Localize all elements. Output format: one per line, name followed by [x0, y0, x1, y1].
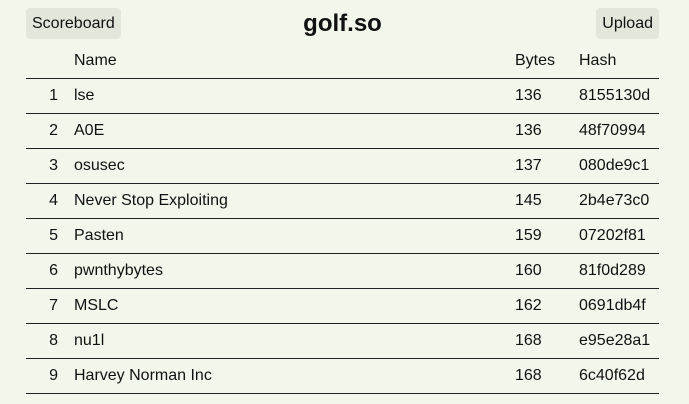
upload-button[interactable]: Upload: [596, 8, 659, 39]
bytes-cell: 160: [515, 253, 579, 289]
table-row: 9 Harvey Norman Inc 168 6c40f62d: [26, 358, 659, 394]
table-row: 4 Never Stop Exploiting 145 2b4e73c0: [26, 183, 659, 219]
table-row: 1 lse 136 8155130d: [26, 78, 659, 114]
name-cell: A0E: [74, 113, 515, 149]
table-header-row: Name Bytes Hash: [26, 43, 659, 79]
table-row: 7 MSLC 162 0691db4f: [26, 288, 659, 324]
hash-cell: 0691db4f: [579, 288, 659, 324]
page-title: golf.so: [303, 10, 382, 37]
rank-cell: 1: [26, 78, 74, 114]
bytes-cell: 168: [515, 323, 579, 359]
column-header-name: Name: [74, 43, 515, 79]
rank-cell: 3: [26, 148, 74, 184]
name-cell: Pasten: [74, 218, 515, 254]
hash-cell: 81f0d289: [579, 253, 659, 289]
hash-cell: 07202f81: [579, 218, 659, 254]
header: Scoreboard golf.so Upload: [26, 8, 659, 39]
table-row: 3 osusec 137 080de9c1: [26, 148, 659, 184]
name-cell: nu1l: [74, 323, 515, 359]
table-row: 6 pwnthybytes 160 81f0d289: [26, 253, 659, 289]
bytes-cell: 168: [515, 358, 579, 394]
column-header-hash: Hash: [579, 43, 659, 79]
rank-cell: 9: [26, 358, 74, 394]
table-row: 2 A0E 136 48f70994: [26, 113, 659, 149]
hash-cell: 48f70994: [579, 113, 659, 149]
bytes-cell: 162: [515, 288, 579, 324]
hash-cell: e95e28a1: [579, 323, 659, 359]
name-cell: pwnthybytes: [74, 253, 515, 289]
name-cell: osusec: [74, 148, 515, 184]
scoreboard-button[interactable]: Scoreboard: [26, 8, 121, 39]
name-cell: lse: [74, 78, 515, 114]
hash-cell: 6c40f62d: [579, 358, 659, 394]
name-cell: Never Stop Exploiting: [74, 183, 515, 219]
rank-cell: 4: [26, 183, 74, 219]
column-header-bytes: Bytes: [515, 43, 579, 79]
bytes-cell: 159: [515, 218, 579, 254]
hash-cell: 2b4e73c0: [579, 183, 659, 219]
rank-cell: 8: [26, 323, 74, 359]
hash-cell: 8155130d: [579, 78, 659, 114]
scoreboard-table: Name Bytes Hash 1 lse 136 8155130d 2 A0E 136 48…: [26, 43, 659, 394]
bytes-cell: 137: [515, 148, 579, 184]
rank-cell: 7: [26, 288, 74, 324]
bytes-cell: 136: [515, 78, 579, 114]
rank-cell: 5: [26, 218, 74, 254]
name-cell: Harvey Norman Inc: [74, 358, 515, 394]
column-header-rank: [26, 43, 74, 79]
name-cell: MSLC: [74, 288, 515, 324]
table-row: 8 nu1l 168 e95e28a1: [26, 323, 659, 359]
bytes-cell: 145: [515, 183, 579, 219]
rank-cell: 6: [26, 253, 74, 289]
rank-cell: 2: [26, 113, 74, 149]
hash-cell: 080de9c1: [579, 148, 659, 184]
table-row: 5 Pasten 159 07202f81: [26, 218, 659, 254]
bytes-cell: 136: [515, 113, 579, 149]
